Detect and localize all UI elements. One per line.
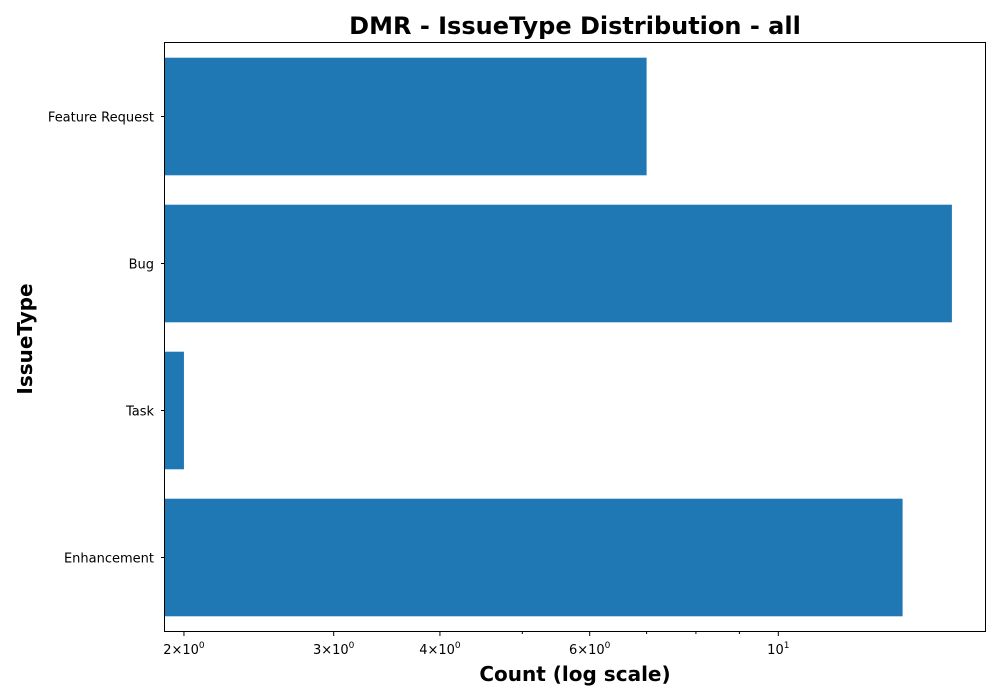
y-axis-title: IssueType [13, 283, 37, 394]
y-axis: Feature Request Bug Task Enhancement [48, 111, 165, 567]
plot-frame [164, 42, 986, 632]
x-tick-label: 101 [767, 641, 789, 658]
bar-task [165, 351, 184, 470]
bar-enhancement [165, 498, 903, 617]
y-tick-label: Enhancement [64, 552, 154, 567]
y-tick-label: Feature Request [48, 111, 154, 126]
x-tick-label: 4×100 [419, 641, 461, 658]
y-tick-label: Bug [129, 258, 154, 273]
y-tick-label: Task [125, 405, 155, 420]
chart-title: DMR - IssueType Distribution - all [349, 12, 801, 40]
bar-bug [165, 204, 952, 323]
x-tick-label: 6×100 [569, 641, 611, 658]
bar-feature-request [165, 57, 647, 176]
x-axis-title: Count (log scale) [479, 662, 670, 686]
x-axis: 2×100 3×100 4×100 6×100 101 [163, 631, 789, 658]
bars-group [165, 57, 952, 617]
x-tick-label: 3×100 [313, 641, 355, 658]
x-tick-label: 2×100 [163, 641, 205, 658]
